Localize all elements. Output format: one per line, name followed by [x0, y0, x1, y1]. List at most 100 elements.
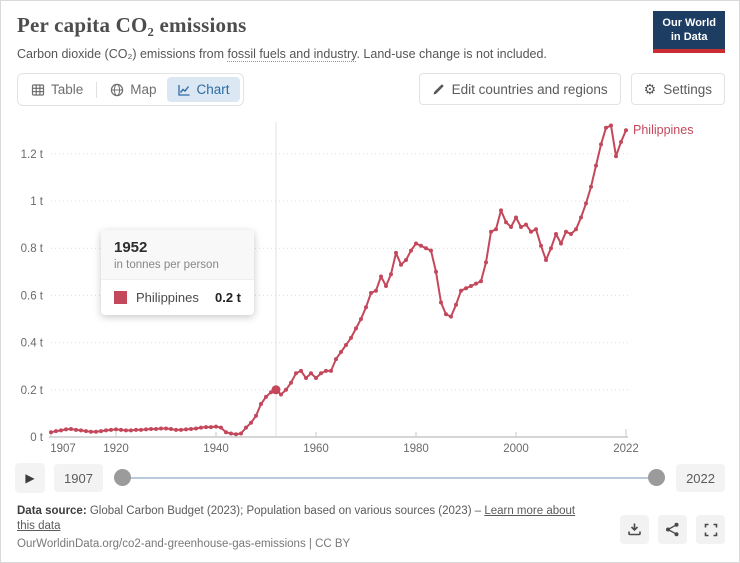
data-point[interactable] — [599, 142, 603, 147]
data-point[interactable] — [379, 274, 383, 279]
data-point[interactable] — [444, 312, 448, 317]
data-point[interactable] — [459, 288, 463, 293]
data-point[interactable] — [564, 229, 568, 234]
data-point[interactable] — [299, 368, 303, 373]
data-point[interactable] — [149, 427, 153, 431]
data-point[interactable] — [414, 241, 418, 246]
data-point[interactable] — [259, 402, 263, 406]
data-point[interactable] — [199, 425, 203, 430]
data-point[interactable] — [69, 427, 73, 431]
data-point[interactable] — [189, 427, 193, 431]
data-point[interactable] — [109, 427, 113, 432]
data-point[interactable] — [509, 225, 513, 229]
data-point[interactable] — [289, 380, 293, 385]
tab-chart[interactable]: Chart — [166, 77, 240, 102]
data-point[interactable] — [579, 215, 583, 220]
highlighted-data-point[interactable] — [271, 385, 281, 395]
data-point[interactable] — [454, 302, 458, 307]
data-point[interactable] — [404, 258, 408, 262]
data-point[interactable] — [364, 305, 368, 310]
fullscreen-button[interactable] — [696, 515, 725, 544]
data-point[interactable] — [484, 260, 488, 265]
data-point[interactable] — [319, 371, 323, 376]
edit-countries-button[interactable]: Edit countries and regions — [418, 73, 621, 105]
data-point[interactable] — [594, 163, 598, 168]
data-point[interactable] — [524, 222, 528, 227]
data-point[interactable] — [129, 428, 133, 433]
data-point[interactable] — [79, 428, 83, 433]
timeline-slider[interactable] — [113, 469, 666, 487]
learn-more-link[interactable]: Learn more about this data — [17, 505, 576, 532]
data-point[interactable] — [604, 125, 608, 130]
data-point[interactable] — [179, 427, 183, 432]
data-point[interactable] — [114, 427, 118, 432]
data-point[interactable] — [154, 427, 158, 431]
series-end-label[interactable]: Philippines — [633, 123, 693, 137]
owid-logo[interactable]: Our World in Data — [653, 11, 725, 53]
data-point[interactable] — [609, 123, 613, 128]
data-point[interactable] — [569, 232, 573, 236]
data-point[interactable] — [619, 140, 623, 144]
data-point[interactable] — [119, 427, 123, 432]
data-point[interactable] — [244, 425, 248, 430]
data-point[interactable] — [224, 430, 228, 435]
settings-button[interactable]: ⚙ Settings — [630, 73, 725, 105]
data-point[interactable] — [279, 392, 283, 397]
data-point[interactable] — [614, 154, 618, 159]
data-point[interactable] — [264, 394, 268, 399]
data-point[interactable] — [239, 431, 243, 436]
data-point[interactable] — [99, 429, 103, 434]
data-point[interactable] — [249, 420, 253, 425]
data-point[interactable] — [434, 269, 438, 274]
data-point[interactable] — [439, 300, 443, 305]
data-point[interactable] — [429, 248, 433, 253]
timeline-handle-start[interactable] — [113, 469, 131, 486]
data-point[interactable] — [204, 425, 208, 430]
data-point[interactable] — [89, 429, 93, 434]
data-point[interactable] — [194, 426, 198, 431]
data-point[interactable] — [359, 317, 363, 321]
data-point[interactable] — [554, 232, 558, 236]
subtitle-term-link[interactable]: fossil fuels and industry — [227, 47, 357, 62]
data-point[interactable] — [469, 284, 473, 288]
data-point[interactable] — [64, 427, 68, 432]
data-point[interactable] — [139, 427, 143, 432]
data-point[interactable] — [184, 427, 188, 432]
data-point[interactable] — [559, 241, 563, 246]
data-point[interactable] — [534, 227, 538, 232]
data-point[interactable] — [304, 376, 308, 380]
data-point[interactable] — [409, 248, 413, 253]
data-point[interactable] — [504, 220, 508, 225]
data-point[interactable] — [354, 326, 358, 331]
data-point[interactable] — [349, 335, 353, 340]
data-point[interactable] — [549, 246, 553, 251]
data-point[interactable] — [389, 272, 393, 277]
data-point[interactable] — [214, 424, 218, 429]
data-point[interactable] — [234, 432, 238, 437]
data-point[interactable] — [159, 426, 163, 431]
data-point[interactable] — [334, 357, 338, 362]
data-point[interactable] — [464, 286, 468, 291]
data-point[interactable] — [294, 371, 298, 376]
data-point[interactable] — [124, 428, 128, 433]
data-point[interactable] — [479, 279, 483, 284]
data-point[interactable] — [374, 288, 378, 293]
data-point[interactable] — [209, 425, 213, 430]
data-point[interactable] — [624, 128, 628, 133]
data-point[interactable] — [84, 429, 88, 434]
play-button[interactable]: ▶ — [15, 463, 45, 493]
data-point[interactable] — [94, 429, 98, 434]
data-point[interactable] — [499, 208, 503, 213]
data-point[interactable] — [394, 250, 398, 255]
tab-table[interactable]: Table — [21, 77, 93, 102]
data-point[interactable] — [494, 227, 498, 232]
data-point[interactable] — [514, 215, 518, 220]
data-point[interactable] — [339, 350, 343, 354]
data-point[interactable] — [169, 427, 173, 431]
data-point[interactable] — [384, 284, 388, 288]
data-point[interactable] — [174, 427, 178, 432]
data-point[interactable] — [324, 368, 328, 373]
data-point[interactable] — [104, 428, 108, 433]
timeline-track[interactable] — [113, 477, 666, 479]
data-point[interactable] — [519, 225, 523, 229]
